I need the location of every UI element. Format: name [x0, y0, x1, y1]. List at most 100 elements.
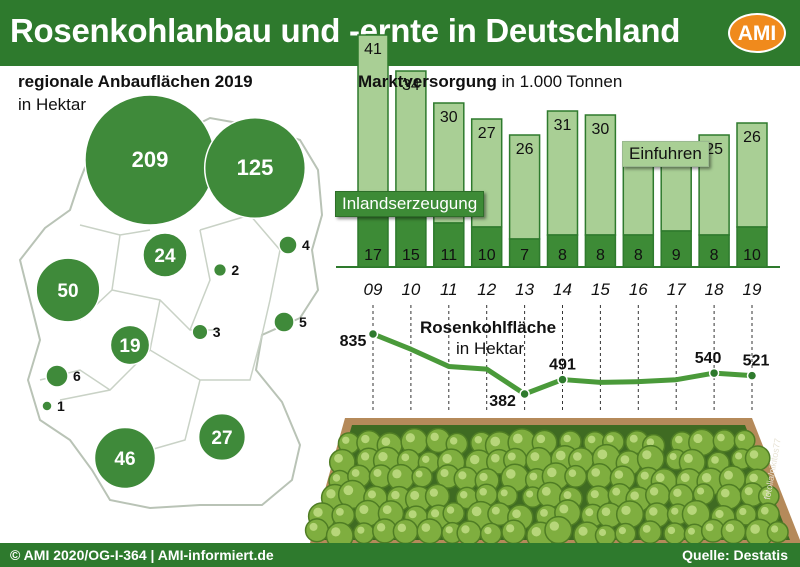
sprout-highlight	[484, 526, 492, 535]
year-tick-label: 15	[591, 280, 610, 299]
bar-label-inland: 9	[672, 247, 681, 264]
sprout-highlight	[771, 525, 779, 533]
bar-label-inland: 8	[596, 247, 605, 264]
sprout-highlight	[471, 506, 482, 517]
year-tick-label: 16	[629, 280, 648, 299]
year-tick-label: 12	[477, 280, 496, 299]
sprout-highlight	[440, 468, 449, 478]
sprout-highlight	[711, 456, 719, 464]
sprout-highlight	[309, 522, 318, 531]
sprout-highlight	[458, 471, 467, 480]
sprout-highlight	[479, 487, 487, 496]
line-point-label: 521	[743, 353, 770, 370]
sprout	[766, 521, 789, 544]
sprout-highlight	[597, 449, 608, 460]
page-title: Rosenkohlanbau und -ernte in Deutschland	[10, 12, 681, 49]
sprout	[392, 518, 419, 545]
bar-inlandserzeugung	[584, 234, 617, 268]
bar-label-einfuhren: 26	[516, 141, 534, 158]
bar-label-inland: 10	[478, 247, 496, 264]
sprout	[411, 466, 433, 488]
sprout-highlight	[392, 469, 402, 479]
year-tick-label: 17	[667, 280, 686, 299]
bar-einfuhren	[357, 34, 389, 200]
sprout-highlight	[547, 467, 557, 478]
bar-label-einfuhren: 27	[478, 125, 496, 142]
sprout-highlight	[430, 432, 439, 442]
sprout-highlight	[479, 472, 488, 482]
line-point	[367, 328, 379, 340]
line-point	[557, 374, 568, 385]
sprout-highlight	[559, 504, 569, 514]
sprout-highlight	[526, 490, 534, 498]
sprout-highlight	[614, 470, 624, 479]
sprout-highlight	[357, 526, 365, 534]
region-bubble-label: 5	[299, 314, 307, 330]
bar-inlandserzeugung	[433, 222, 465, 268]
sprout-highlight	[749, 473, 758, 483]
bar-inlandserzeugung	[470, 226, 503, 268]
line-chart-title: Rosenkohlfläche	[420, 318, 557, 337]
sprout-highlight	[378, 451, 388, 462]
legend-einfuhren: Einfuhren	[622, 141, 709, 167]
sprout	[304, 518, 330, 543]
sprout-highlight	[401, 453, 410, 462]
region-bubble	[142, 232, 188, 278]
sprout-highlight	[500, 489, 508, 497]
sprout-highlight	[630, 491, 639, 500]
year-tick-label: 11	[440, 280, 458, 299]
line-point-label: 540	[695, 350, 722, 367]
copyright-text: © AMI 2020/OG-I-364 | AMI-informiert.de	[10, 547, 274, 563]
sprout-highlight	[705, 523, 714, 532]
bar-chart-title-bold: Marktversorgung	[358, 72, 497, 91]
sprout	[442, 501, 465, 525]
region-bubble	[203, 116, 307, 220]
sprout-highlight	[351, 469, 360, 477]
sprout-highlight	[739, 507, 747, 516]
bar-label-inland: 8	[710, 247, 719, 264]
region-bubble-label: 50	[57, 281, 78, 302]
source-text: Quelle: Destatis	[682, 547, 788, 563]
sprout-highlight	[725, 523, 735, 533]
line-point-label: 835	[340, 333, 367, 350]
sprout-highlight	[642, 450, 652, 460]
sprout-highlight	[687, 505, 697, 515]
bar-inlandserzeugung	[698, 234, 730, 268]
sprout	[663, 522, 686, 545]
sprout-highlight	[382, 505, 392, 515]
sprout-highlight	[429, 488, 439, 497]
sprout-highlight	[563, 434, 571, 443]
sprout-highlight	[621, 505, 631, 516]
sprouts-photo: fotolia/nikitos77	[304, 418, 800, 551]
sprout	[456, 520, 482, 546]
year-tick-label: 14	[553, 280, 572, 299]
bar-label-einfuhren: 34	[402, 77, 420, 94]
bar-inlandserzeugung	[660, 230, 692, 268]
sprout-highlight	[601, 507, 611, 516]
sprout-highlight	[629, 434, 638, 443]
sprout-highlight	[449, 437, 458, 445]
sprout-highlight	[474, 435, 483, 444]
sprout	[615, 500, 645, 529]
bar-einfuhren	[508, 134, 541, 240]
line-point	[746, 370, 758, 381]
sprout-highlight	[445, 526, 453, 534]
region-bubble-label: 125	[237, 155, 274, 180]
sprout-highlight	[507, 452, 516, 461]
sprout-highlight	[573, 452, 582, 461]
sprout-highlight	[408, 510, 417, 519]
bar-label-inland: 7	[520, 247, 529, 264]
sprout-highlight	[313, 507, 323, 518]
sprout-highlight	[591, 468, 601, 477]
sprout-highlight	[460, 491, 468, 499]
sprout-highlight	[512, 509, 521, 519]
sprout-highlight	[334, 453, 343, 463]
bar-label-inland: 8	[558, 247, 567, 264]
sprout-highlight	[442, 453, 452, 464]
sprout-highlight	[405, 433, 415, 443]
sprout-highlight	[618, 527, 626, 535]
sprout-highlight	[410, 490, 420, 500]
sprout-highlight	[762, 489, 770, 497]
sprout	[564, 464, 588, 488]
sprout-highlight	[673, 488, 682, 498]
